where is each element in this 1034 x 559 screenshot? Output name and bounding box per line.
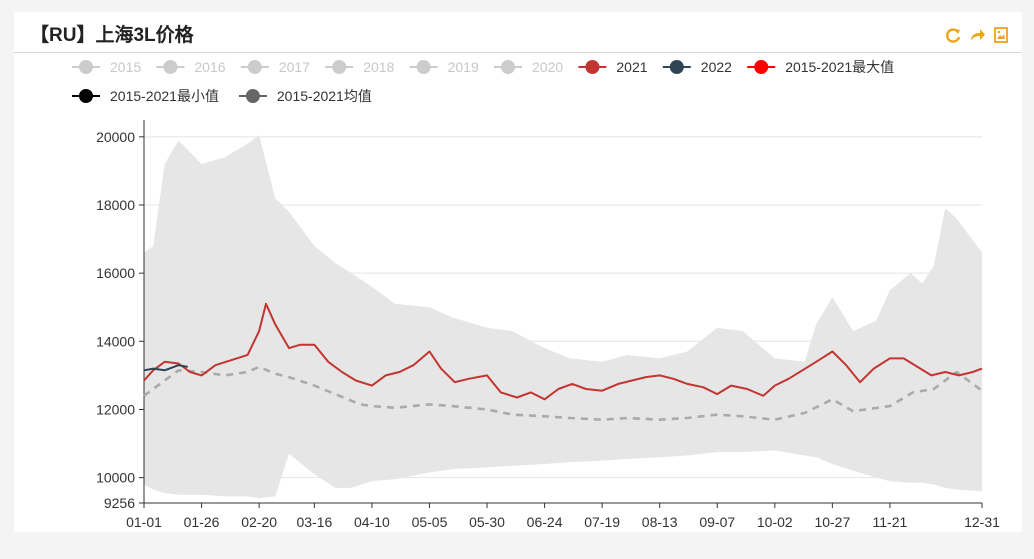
- legend-marker: [79, 89, 93, 103]
- legend-label: 2018: [363, 59, 394, 75]
- x-tick-label: 11-21: [873, 514, 908, 530]
- chart-title: 【RU】上海3L价格: [30, 25, 194, 46]
- line-chart: 9256 10000 12000 14000 16000 18000 20000 01-01 0…: [72, 59, 1000, 530]
- legend-item-2017[interactable]: 2017: [240, 59, 310, 75]
- x-tick-label: 10-02: [757, 514, 793, 530]
- y-tick-label: 20000: [96, 129, 135, 145]
- legend-item-2015-2021最大值[interactable]: 2015-2021最大值: [747, 59, 894, 75]
- y-tick-label: 9256: [104, 495, 135, 511]
- x-tick-label: 05-05: [412, 514, 448, 530]
- share-icon[interactable]: [968, 26, 986, 44]
- chart-panel: 【RU】上海3L价格 9256 10000 12000 14000 16000 18000…: [14, 12, 1022, 532]
- y-tick-label: 14000: [96, 333, 135, 349]
- legend-marker: [585, 60, 600, 74]
- x-tick-label: 09-07: [699, 514, 735, 530]
- legend-item-2018[interactable]: 2018: [325, 59, 395, 75]
- legend-label: 2022: [701, 59, 732, 75]
- legend-label: 2015: [110, 59, 141, 75]
- legend-marker: [501, 60, 515, 74]
- x-tick-label: 02-20: [241, 514, 277, 530]
- legend-marker: [754, 60, 769, 74]
- legend-item-2020[interactable]: 2020: [494, 59, 563, 75]
- legend-label: 2015-2021均值: [277, 88, 372, 104]
- legend-item-2015-2021最小值[interactable]: 2015-2021最小值: [72, 88, 219, 104]
- legend-marker: [669, 60, 684, 74]
- legend-label: 2015-2021最小值: [110, 88, 219, 104]
- legend-item-2015-2021均值[interactable]: 2015-2021均值: [238, 88, 372, 104]
- legend-marker: [79, 60, 93, 74]
- legend-item-2015[interactable]: 2015: [72, 59, 141, 75]
- legend-label: 2020: [532, 59, 563, 75]
- x-tick-label: 10-27: [814, 514, 850, 530]
- title-bar: 【RU】上海3L价格: [14, 12, 1022, 53]
- y-tick-label: 10000: [96, 470, 135, 486]
- x-tick-label: 08-13: [642, 514, 678, 530]
- save-image-icon[interactable]: [992, 26, 1010, 44]
- y-tick-label: 16000: [96, 265, 135, 281]
- legend-label: 2021: [616, 59, 647, 75]
- x-tick-label: 01-01: [126, 514, 162, 530]
- legend-label: 2016: [194, 59, 225, 75]
- legend-item-2022[interactable]: 2022: [662, 59, 732, 75]
- legend-label: 2019: [448, 59, 479, 75]
- series-line-2015-2021均值: [143, 365, 983, 422]
- legend-item-2021[interactable]: 2021: [578, 59, 648, 75]
- x-tick-label: 05-30: [469, 514, 505, 530]
- legend-marker: [247, 60, 262, 74]
- series-line-2022: [143, 364, 188, 372]
- legend-marker: [163, 60, 178, 74]
- x-tick-label: 04-10: [354, 514, 390, 530]
- x-tick-label: 03-16: [296, 514, 332, 530]
- series-line-2021: [143, 302, 983, 401]
- legend-marker: [332, 60, 347, 74]
- legend-item-2019[interactable]: 2019: [409, 59, 479, 75]
- max-min-band: [144, 135, 982, 499]
- legend-label: 2017: [279, 59, 310, 75]
- legend-marker: [245, 89, 260, 103]
- x-tick-label: 07-19: [584, 514, 620, 530]
- toolbox: [944, 26, 1010, 44]
- x-tick-label: 01-26: [184, 514, 220, 530]
- legend-label: 2015-2021最大值: [785, 59, 894, 75]
- refresh-icon[interactable]: [944, 26, 962, 44]
- legend-marker: [416, 60, 431, 74]
- y-tick-label: 12000: [96, 401, 135, 417]
- x-tick-label: 06-24: [527, 514, 563, 530]
- y-tick-label: 18000: [96, 197, 135, 213]
- legend-item-2016[interactable]: 2016: [156, 59, 226, 75]
- x-tick-label: 12-31: [964, 514, 1000, 530]
